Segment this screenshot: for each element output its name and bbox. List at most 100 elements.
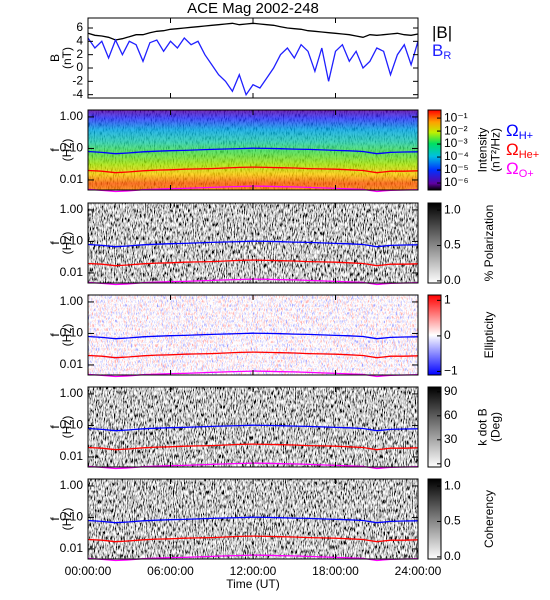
y-tick-label: -2	[72, 74, 83, 88]
y-tick-label: 0.10	[60, 141, 84, 155]
colorbar-label: Ellipticity	[482, 312, 496, 359]
legend-symbol: Ω	[506, 121, 519, 140]
series-line	[87, 240, 419, 248]
x-axis-label: Time (UT)	[226, 577, 280, 591]
colorbar-label: (nT²/Hz)	[489, 128, 503, 172]
series-line	[87, 259, 419, 267]
colorbar-tick-label: −1	[444, 364, 458, 378]
legend-symbol: Ω	[506, 159, 519, 178]
colorbar-tick-label: 0	[444, 456, 451, 470]
legend-symbol: Ω	[506, 140, 519, 159]
colorbar	[427, 386, 442, 468]
y-tick-label: 0.10	[60, 234, 84, 248]
y-axis-label: f	[48, 148, 62, 152]
chart-title: ACE Mag 2002-248	[187, 0, 319, 17]
legend-name: O+	[519, 168, 534, 180]
series-line	[87, 36, 419, 97]
y-axis-label: (Hz)	[60, 416, 74, 439]
y-axis-label: f	[48, 425, 62, 429]
y-tick-label: 1.00	[60, 478, 84, 492]
y-tick-label: 4	[76, 34, 83, 48]
colorbar	[427, 478, 442, 560]
colorbar-label: % Polarization	[482, 205, 496, 282]
y-tick-label: -4	[72, 87, 83, 101]
legend-name: B	[432, 41, 443, 60]
y-tick-label: 0.01	[60, 172, 84, 186]
x-tick-label: 12:00:00	[230, 564, 277, 578]
y-axis-label: (Hz)	[60, 232, 74, 255]
y-axis-label: (nT)	[60, 47, 74, 69]
series-line	[87, 332, 419, 340]
colorbar-tick-label: 0.0	[444, 273, 461, 287]
colorbar-tick-label: 10⁻⁴	[444, 149, 469, 163]
y-axis-label: B	[48, 54, 62, 62]
series-line	[87, 147, 419, 155]
y-axis-label: f	[48, 241, 62, 245]
colorbar-tick-label: 10⁻¹	[444, 110, 468, 124]
colorbar	[427, 294, 442, 376]
colorbar-tick-label: 0.5	[444, 238, 461, 252]
legend-label: |B|	[432, 23, 452, 42]
colorbar-label: Intensity	[476, 128, 490, 173]
legend-subscript: R	[443, 50, 451, 62]
colorbar-tick-label: 10⁻³	[444, 136, 468, 150]
x-tick-label: 18:00:00	[312, 564, 359, 578]
y-tick-label: 0.10	[60, 418, 84, 432]
x-tick-label: 00:00:00	[65, 564, 112, 578]
legend-label: ΩHe+	[506, 140, 539, 160]
y-tick-label: 0	[76, 60, 83, 74]
x-tick-label: 06:00:00	[147, 564, 194, 578]
y-tick-label: 0.01	[60, 265, 84, 279]
y-tick-label: 6	[76, 20, 83, 34]
series-line	[87, 535, 419, 543]
colorbar	[427, 202, 442, 284]
y-tick-label: 0.10	[60, 510, 84, 524]
colorbar-tick-label: 60	[444, 408, 458, 422]
legend-name: |B|	[432, 23, 452, 42]
colorbar-label: k dot B	[476, 408, 490, 445]
colorbar-tick-label: 1.0	[444, 478, 461, 492]
spectrogram	[88, 203, 418, 283]
colorbar-tick-label: 10⁻⁶	[444, 175, 469, 189]
y-tick-label: 0.01	[60, 541, 84, 555]
y-axis-label: f	[48, 517, 62, 521]
y-tick-label: 2	[76, 47, 83, 61]
series-line	[87, 443, 419, 451]
y-tick-label: 0.10	[60, 326, 84, 340]
y-tick-label: 0.01	[60, 357, 84, 371]
spectrogram-texture	[88, 110, 418, 190]
colorbar-tick-label: 0.0	[444, 549, 461, 563]
legend-label: ΩH+	[506, 121, 533, 141]
series-line	[87, 516, 419, 524]
y-tick-label: 0.01	[60, 449, 84, 463]
y-axis-label: f	[48, 333, 62, 337]
colorbar	[427, 109, 442, 191]
legend-label: BR	[432, 41, 451, 61]
colorbar-tick-label: 1	[444, 293, 451, 307]
colorbar-tick-label: 90	[444, 384, 458, 398]
plot-frame	[87, 17, 419, 99]
x-tick-label: 24:00:00	[395, 564, 442, 578]
y-tick-label: 1.00	[60, 386, 84, 400]
y-tick-label: 1.00	[60, 294, 84, 308]
series-line	[87, 424, 419, 432]
y-axis-label: (Hz)	[60, 139, 74, 162]
legend-name: H+	[519, 130, 533, 142]
spectrogram-texture	[88, 295, 418, 375]
colorbar-tick-label: 0	[444, 328, 451, 342]
colorbar-tick-label: 1.0	[444, 202, 461, 216]
legend-name: He+	[519, 149, 540, 161]
spectrogram	[88, 387, 418, 467]
colorbar-label: Coherency	[482, 490, 496, 548]
colorbar-tick-label: 30	[444, 432, 458, 446]
colorbar-label: (Deg)	[489, 412, 503, 442]
series-line	[87, 22, 419, 41]
colorbar-tick-label: 10⁻⁵	[444, 162, 469, 176]
y-tick-label: 1.00	[60, 202, 84, 216]
y-tick-label: 1.00	[60, 109, 84, 123]
series-line	[87, 351, 419, 359]
y-axis-label: (Hz)	[60, 508, 74, 531]
y-axis-label: (Hz)	[60, 324, 74, 347]
legend-label: ΩO+	[506, 159, 534, 179]
